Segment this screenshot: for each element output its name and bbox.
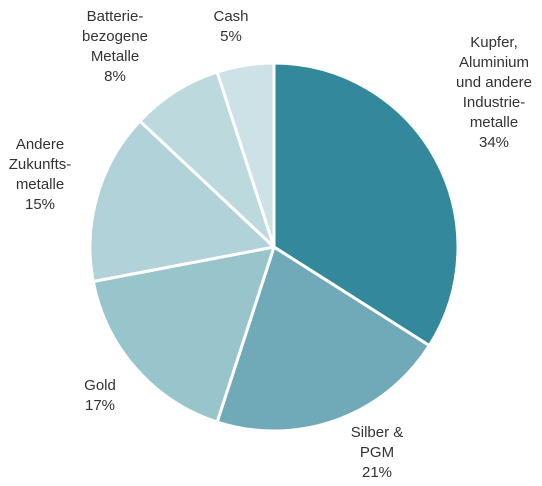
pie-slice-value-label: 5% <box>220 28 242 45</box>
pie-slice-label-3: Gold 17% <box>84 377 116 414</box>
pie-slice-category-label: Silber & <box>351 424 404 441</box>
pie-slice-value-label: 8% <box>104 68 126 85</box>
pie-slice-label-5: Batterie-bezogene Metalle 8% <box>82 8 148 85</box>
pie-slice-6 <box>215 61 276 249</box>
pie-slice-category-label: Andere <box>16 136 64 153</box>
pie-slice-category-label: Aluminium <box>459 54 529 71</box>
pie-slice-label-6: Cash 5% <box>213 8 248 45</box>
pie-slice-value-label: 17% <box>85 397 115 414</box>
pie-slice-label-1: Kupfer, Aluminium und andere Industrie-meta… <box>456 34 532 151</box>
pie-slice-2 <box>215 245 431 433</box>
pie-slice-4 <box>88 119 276 283</box>
pie-slice-category-label: metalle <box>16 176 64 193</box>
pie-slice-value-label: 21% <box>362 464 392 481</box>
pie-slice-value-label: 15% <box>25 196 55 213</box>
pie-labels: Kupfer, Aluminium und andere Industrie-meta… <box>9 8 532 481</box>
pie-slice-category-label: Industrie- <box>463 94 526 111</box>
pie-slice-category-label: Cash <box>213 8 248 25</box>
pie-slice-category-label: Kupfer, <box>470 34 518 51</box>
pie-slice-category-label: und andere <box>456 74 532 91</box>
pie-slice-label-2: Silber & PGM 21% <box>351 424 404 481</box>
pie-slice-category-label: Gold <box>84 377 116 394</box>
pie-slice-5 <box>138 70 276 249</box>
pie-slice-category-label: PGM <box>360 444 394 461</box>
pie-slice-3 <box>91 245 276 424</box>
pie-slice-category-label: bezogene <box>82 28 148 45</box>
pie-slices <box>88 61 460 433</box>
pie-slice-category-label: Metalle <box>91 48 139 65</box>
pie-slice-value-label: 34% <box>479 134 509 151</box>
pie-slice-label-4: Andere Zukunfts-metalle 15% <box>9 136 72 213</box>
pie-slice-category-label: metalle <box>470 114 518 131</box>
pie-slice-category-label: Batterie- <box>87 8 144 25</box>
pie-slice-category-label: Zukunfts- <box>9 156 72 173</box>
